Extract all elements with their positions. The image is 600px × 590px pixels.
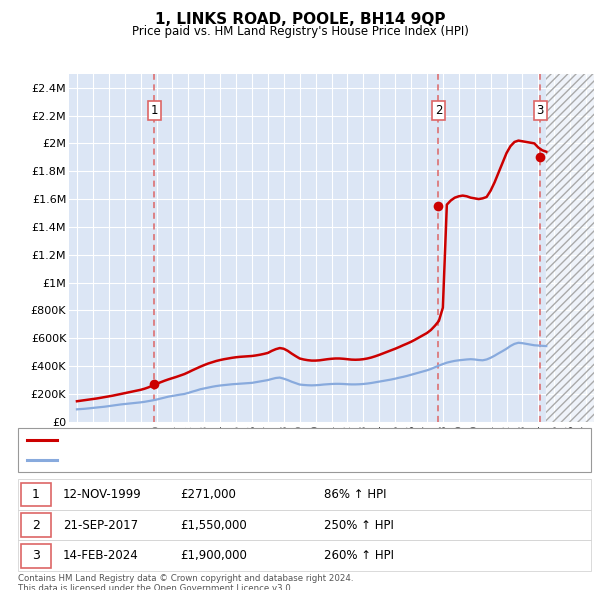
Text: 1: 1 [151, 104, 158, 117]
Text: £1,900,000: £1,900,000 [180, 549, 247, 562]
Text: 21-SEP-2017: 21-SEP-2017 [63, 519, 138, 532]
Text: £271,000: £271,000 [180, 488, 236, 501]
Text: 3: 3 [32, 549, 40, 562]
Text: Price paid vs. HM Land Registry's House Price Index (HPI): Price paid vs. HM Land Registry's House … [131, 25, 469, 38]
Text: 86% ↑ HPI: 86% ↑ HPI [324, 488, 386, 501]
Text: HPI: Average price, detached house, Bournemouth Christchurch and Poole: HPI: Average price, detached house, Bour… [63, 455, 469, 464]
Text: 1: 1 [32, 488, 40, 501]
Text: 14-FEB-2024: 14-FEB-2024 [63, 549, 139, 562]
Text: 250% ↑ HPI: 250% ↑ HPI [324, 519, 394, 532]
Text: 2: 2 [32, 519, 40, 532]
Text: 1, LINKS ROAD, POOLE, BH14 9QP: 1, LINKS ROAD, POOLE, BH14 9QP [155, 12, 445, 27]
Text: 3: 3 [536, 104, 544, 117]
Text: 260% ↑ HPI: 260% ↑ HPI [324, 549, 394, 562]
Text: 2: 2 [434, 104, 442, 117]
Text: 12-NOV-1999: 12-NOV-1999 [63, 488, 142, 501]
Bar [546, 74, 594, 422]
Text: £1,550,000: £1,550,000 [180, 519, 247, 532]
Text: 1, LINKS ROAD, POOLE, BH14 9QP (detached house): 1, LINKS ROAD, POOLE, BH14 9QP (detached… [63, 435, 349, 445]
Text: Contains HM Land Registry data © Crown copyright and database right 2024.
This d: Contains HM Land Registry data © Crown c… [18, 574, 353, 590]
